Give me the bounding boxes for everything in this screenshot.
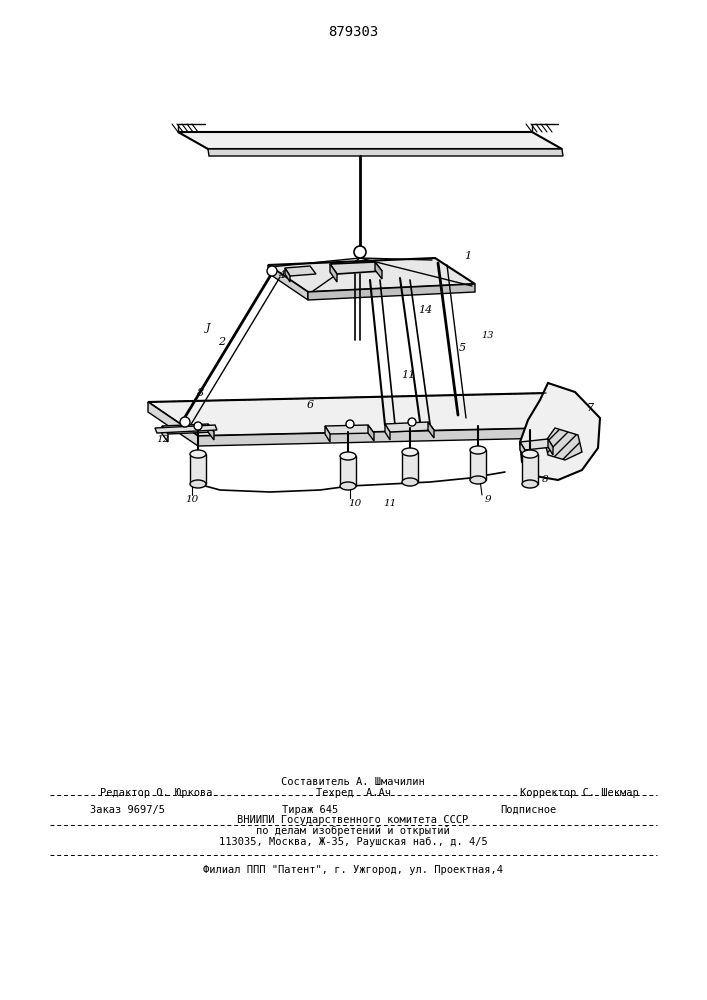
Text: 14: 14 [418, 305, 432, 315]
Ellipse shape [470, 476, 486, 484]
Text: Заказ 9697/5: Заказ 9697/5 [90, 805, 165, 815]
Polygon shape [385, 424, 390, 440]
Text: 8: 8 [542, 476, 549, 485]
Polygon shape [520, 439, 553, 450]
Polygon shape [148, 393, 598, 436]
Polygon shape [155, 425, 217, 433]
Text: 10: 10 [185, 495, 199, 504]
Text: 13: 13 [481, 332, 494, 340]
Circle shape [346, 420, 354, 428]
Text: 879303: 879303 [328, 25, 378, 39]
Polygon shape [208, 149, 563, 156]
Circle shape [354, 246, 366, 258]
Polygon shape [520, 383, 600, 480]
Text: Техред  А.Ач: Техред А.Ач [315, 788, 390, 798]
Text: 7: 7 [586, 403, 594, 413]
Polygon shape [330, 262, 382, 274]
Text: ВНИИПИ Государственного комитета СССР: ВНИИПИ Государственного комитета СССР [238, 815, 469, 825]
Polygon shape [520, 442, 525, 458]
Text: 11: 11 [383, 498, 397, 508]
Polygon shape [428, 422, 434, 438]
Ellipse shape [340, 482, 356, 490]
Polygon shape [268, 258, 475, 292]
Text: 1: 1 [464, 251, 472, 261]
Ellipse shape [522, 450, 538, 458]
Circle shape [180, 417, 190, 427]
Polygon shape [190, 454, 206, 484]
Text: 5: 5 [458, 343, 466, 353]
Text: J: J [206, 323, 210, 333]
Ellipse shape [470, 446, 486, 454]
Text: Корректор С. Шекмар: Корректор С. Шекмар [520, 788, 638, 798]
Polygon shape [375, 262, 382, 279]
Polygon shape [308, 284, 475, 300]
Ellipse shape [190, 450, 206, 458]
Polygon shape [178, 132, 562, 149]
Text: 12: 12 [156, 436, 170, 444]
Text: 4: 4 [279, 270, 286, 280]
Ellipse shape [402, 478, 418, 486]
Polygon shape [285, 266, 316, 276]
Text: Филиал ППП "Патент", г. Ужгород, ул. Проектная,4: Филиал ППП "Патент", г. Ужгород, ул. Про… [203, 865, 503, 875]
Text: Подписное: Подписное [500, 805, 556, 815]
Polygon shape [368, 425, 374, 441]
Polygon shape [162, 426, 168, 442]
Text: 113035, Москва, Ж-35, Раушская наб., д. 4/5: 113035, Москва, Ж-35, Раушская наб., д. … [218, 837, 487, 847]
Polygon shape [268, 265, 308, 300]
Ellipse shape [190, 480, 206, 488]
Circle shape [267, 266, 277, 276]
Text: 10: 10 [349, 498, 361, 508]
Circle shape [408, 418, 416, 426]
Text: по делам изобретений и открытий: по делам изобретений и открытий [256, 826, 450, 836]
Polygon shape [340, 456, 356, 486]
Polygon shape [285, 268, 290, 282]
Circle shape [194, 422, 202, 430]
Polygon shape [548, 439, 553, 455]
Text: 8: 8 [197, 388, 204, 398]
Text: 9: 9 [485, 495, 491, 504]
Ellipse shape [340, 452, 356, 460]
Ellipse shape [402, 448, 418, 456]
Polygon shape [325, 425, 374, 434]
Polygon shape [162, 424, 214, 434]
Polygon shape [330, 264, 337, 282]
Text: Составитель А. Шмачилин: Составитель А. Шмачилин [281, 777, 425, 787]
Polygon shape [148, 402, 198, 446]
Polygon shape [545, 428, 582, 460]
Polygon shape [470, 450, 486, 480]
Text: 6: 6 [306, 400, 314, 410]
Polygon shape [522, 454, 538, 484]
Polygon shape [198, 427, 598, 446]
Polygon shape [402, 452, 418, 482]
Text: Тираж 645: Тираж 645 [282, 805, 338, 815]
Polygon shape [208, 424, 214, 440]
Text: 2: 2 [218, 337, 226, 347]
Polygon shape [385, 422, 434, 432]
Polygon shape [325, 426, 330, 442]
Ellipse shape [522, 480, 538, 488]
Text: 11: 11 [401, 370, 415, 380]
Text: Редактор О. Юркова: Редактор О. Юркова [100, 788, 213, 798]
